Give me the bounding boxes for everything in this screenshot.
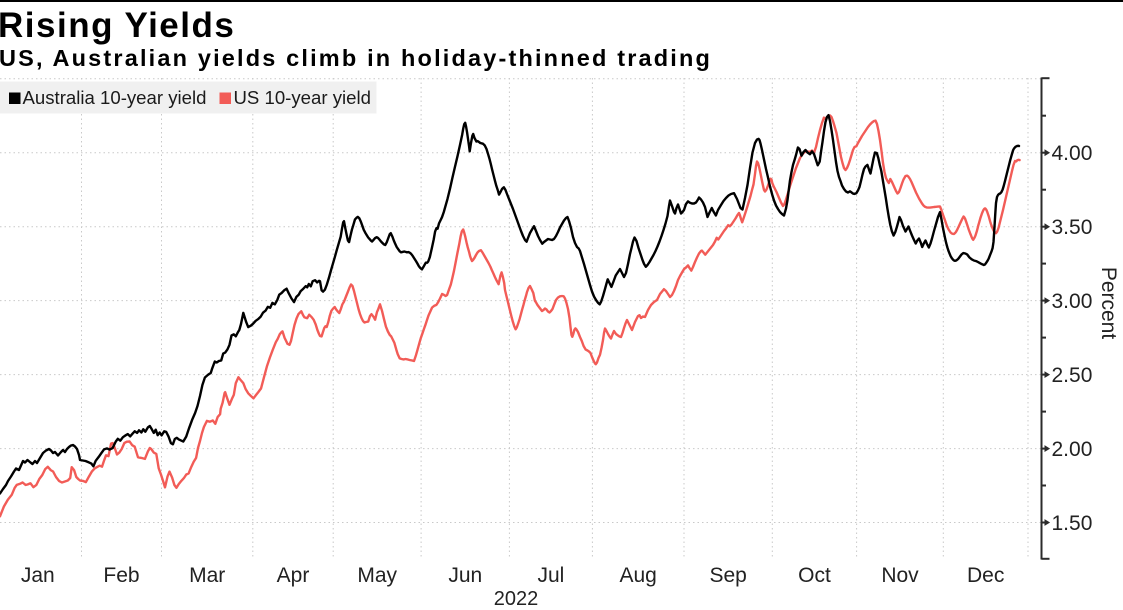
svg-text:1.50: 1.50: [1052, 512, 1093, 535]
svg-text:Percent: Percent: [1097, 267, 1120, 340]
svg-text:2022: 2022: [494, 588, 539, 610]
svg-text:Jan: Jan: [21, 564, 55, 587]
svg-text:Feb: Feb: [103, 564, 139, 587]
svg-text:2.50: 2.50: [1052, 364, 1093, 387]
svg-text:US, Australian yields climb in: US, Australian yields climb in holiday-t…: [0, 45, 712, 71]
svg-text:Australia 10-year yield: Australia 10-year yield: [23, 87, 207, 108]
svg-text:Oct: Oct: [798, 564, 831, 587]
svg-text:Dec: Dec: [967, 564, 1004, 587]
svg-text:4.00: 4.00: [1052, 142, 1093, 165]
svg-text:Aug: Aug: [620, 564, 657, 587]
svg-text:3.50: 3.50: [1052, 216, 1093, 239]
svg-text:Nov: Nov: [881, 564, 919, 587]
svg-text:Jun: Jun: [448, 564, 482, 587]
svg-text:Jul: Jul: [537, 564, 564, 587]
svg-text:3.00: 3.00: [1052, 290, 1093, 313]
svg-text:US 10-year yield: US 10-year yield: [234, 87, 371, 108]
svg-text:Apr: Apr: [277, 564, 310, 587]
svg-text:Rising Yields: Rising Yields: [0, 6, 235, 45]
svg-text:Mar: Mar: [189, 564, 225, 587]
svg-text:2.00: 2.00: [1052, 438, 1093, 461]
svg-text:May: May: [357, 564, 397, 587]
svg-text:Sep: Sep: [710, 564, 747, 587]
